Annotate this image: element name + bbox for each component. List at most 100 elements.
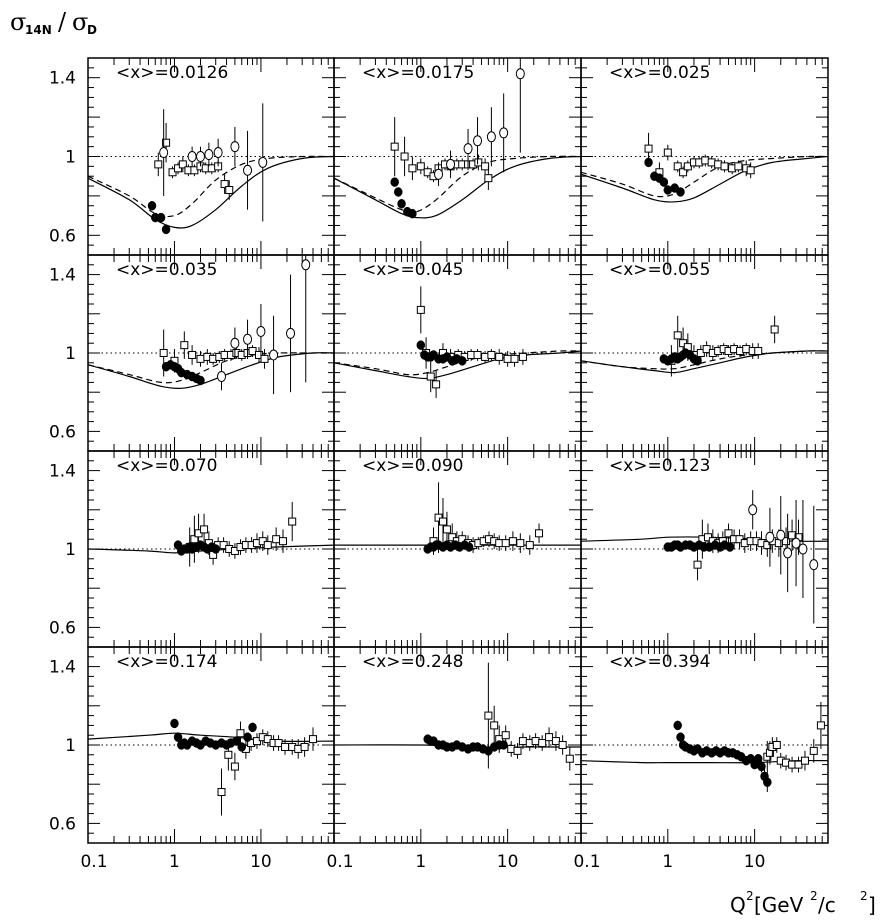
data-point-square [518,737,527,746]
panel-content [88,103,334,235]
data-point-square [200,525,209,534]
data-point-solid [725,542,735,552]
y-axis-title: σ 14N / σ D [10,8,97,37]
data-point-square [673,331,682,340]
data-point-square [724,529,733,538]
theory-curve-dashed [88,352,334,384]
data-point-square [180,341,189,350]
ylabel-sigma-den: σ [72,8,88,36]
panel-content [581,490,828,624]
data-point-solid [457,356,467,366]
data-point-square [416,162,425,171]
theory-curve-solid [334,155,581,219]
data-point-square [288,517,297,526]
data-point-square [545,733,554,742]
panel-11: <x>=0.248 0.1 1 10 [326,646,582,872]
data-point-square [481,162,490,171]
xlabel-close: ] [868,893,876,917]
data-point-solid [659,177,669,187]
panel-title: <x>=0.045 [362,260,463,280]
data-point-circle [791,537,801,549]
data-point-square [274,739,283,748]
xlabel-open: [GeV [754,893,804,917]
data-point-circle [783,547,793,559]
panel-content [334,286,581,399]
y-tick-label: 1 [65,736,76,756]
data-point-square [190,535,199,544]
data-point-solid [408,208,417,219]
x-tick-label: 0.1 [573,852,600,872]
data-point-circle [809,559,819,571]
data-point-circle [195,151,205,162]
data-point-solid [464,542,474,552]
panel-content [88,718,334,816]
panel-content [334,662,581,771]
panel-title: <x>=0.0175 [362,63,474,83]
ylabel-sub-den: D [87,23,97,37]
panel-5: <x>=0.045 [333,254,582,452]
ylabel-sub-num: 14N [25,23,52,37]
data-point-solid [499,740,508,750]
data-point-circle [765,531,775,543]
data-point-square [538,739,547,748]
data-point-square [525,541,534,550]
data-point-circle [213,147,223,159]
data-point-circle [473,135,483,147]
data-point-square [770,325,779,334]
y-tick-label: 1.4 [49,462,76,482]
data-point-square [772,741,781,749]
data-point-circle [256,325,266,337]
xlabel-sup2: 2 [810,889,818,903]
theory-curve-solid [88,155,334,229]
xlabel-slash: /c [818,893,836,917]
panel-9: <x>=0.123 [580,450,829,648]
data-point-square [503,354,512,363]
theory-curve-solid [334,350,581,380]
data-point-square [495,539,504,548]
data-point-square [281,742,290,751]
panel-12: <x>=0.394 0.1 1 10 [573,646,829,872]
data-point-circle [230,141,240,153]
panel-title: <x>=0.174 [116,652,217,672]
data-point-square [558,741,567,749]
x-tick-label: 10 [744,852,766,872]
x-tick-label: 1 [169,852,180,872]
data-point-square [516,539,525,548]
x-tick-label: 10 [497,852,519,872]
y-tick-label: 0.6 [49,814,76,834]
data-point-solid [237,742,246,752]
data-point-circle [499,127,509,139]
data-point-solid [753,753,763,764]
panel-title: <x>=0.025 [609,63,710,83]
panel-title: <x>=0.070 [116,456,217,476]
data-point-circle [748,504,758,516]
data-point-circle [446,158,456,170]
panel-2: <x>=0.0175 [333,57,582,256]
data-point-square [487,350,496,359]
data-point-solid [196,375,205,386]
panel-title: <x>=0.035 [116,260,217,280]
data-point-square [720,162,729,171]
data-point-square [159,349,168,357]
data-point-square [178,160,187,169]
data-point-square [510,354,519,363]
theory-curve-solid [88,352,334,389]
data-point-square [154,160,163,169]
data-point-circle [301,259,311,271]
data-point-circle [243,164,253,176]
panel-content [334,58,581,219]
data-point-square [663,148,672,157]
data-point-square [263,541,272,550]
data-point-square [236,729,245,738]
data-point-square [513,746,522,755]
data-point-square [474,158,483,167]
data-point-square [551,737,560,746]
panel-content [88,255,334,395]
x-tick-label: 1 [415,852,426,872]
panel-10: <x>=0.174 0.6 1 1.4 0.1 1 10 [49,646,335,872]
y-tick-label: 1.4 [49,69,76,89]
y-tick-label: 1 [65,148,76,168]
data-point-square [390,142,399,151]
data-point-square [501,731,510,740]
